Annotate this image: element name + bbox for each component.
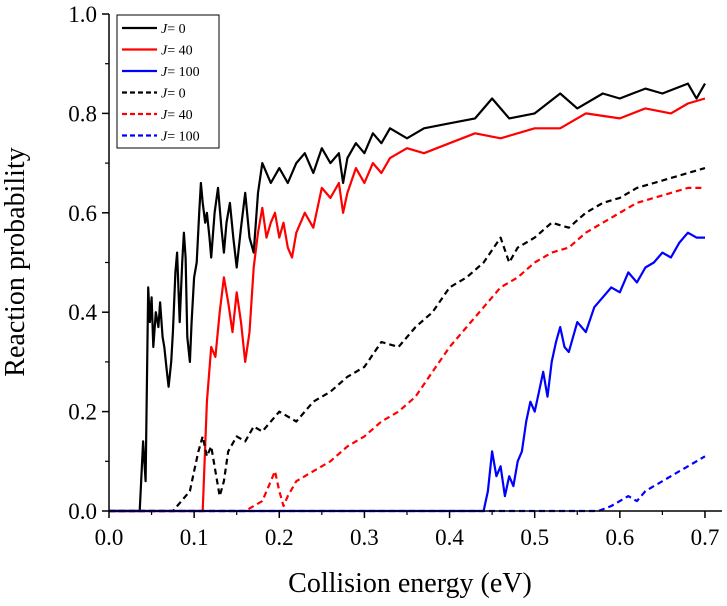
y-tick-label: 0.4 [68, 300, 97, 325]
series-line-2 [109, 97, 706, 513]
x-tick-label: 0.1 [180, 525, 209, 550]
x-tick-label: 0.7 [691, 525, 720, 550]
x-tick-label: 0.4 [435, 525, 464, 550]
y-tick-label: 0.0 [68, 499, 97, 524]
y-tick-label: 0.2 [68, 400, 97, 425]
legend-label-1: J= 0 [161, 22, 186, 37]
legend-label-2: J= 40 [161, 44, 193, 59]
x-tick-label: 0.2 [265, 525, 294, 550]
legend-label-6: J= 100 [161, 130, 200, 145]
legend-label-4: J= 0 [161, 87, 186, 102]
x-tick-label: 0.0 [95, 525, 124, 550]
y-tick-label: 0.8 [68, 101, 97, 126]
x-tick-label: 0.6 [605, 525, 634, 550]
series-line-5 [109, 186, 705, 513]
plot-lines [109, 82, 706, 513]
axes [102, 13, 722, 518]
x-tick-label: 0.5 [520, 525, 549, 550]
x-axis-title: Collision energy (eV) [288, 568, 532, 599]
y-axis-title: Reaction probability [0, 147, 31, 376]
y-tick-label: 0.6 [68, 201, 97, 226]
legend-label-3: J= 100 [161, 65, 200, 80]
series-line-4 [109, 167, 706, 513]
tick-labels: 0.0 0.1 0.2 0.3 0.4 0.5 0.6 0.7 0.0 0.2 0.4 0.6 0.8 1… [68, 2, 719, 550]
legend: J= 0 J= 40 J= 100 J= 0 J= 40 J= 100 [116, 14, 220, 149]
series-line-1 [109, 82, 706, 513]
x-tick-label: 0.3 [350, 525, 379, 550]
y-tick-label: 1.0 [68, 2, 97, 27]
legend-label-5: J= 40 [161, 108, 193, 123]
series-line-6 [109, 455, 706, 513]
series-line-3 [109, 231, 705, 513]
legend-box [116, 14, 220, 149]
